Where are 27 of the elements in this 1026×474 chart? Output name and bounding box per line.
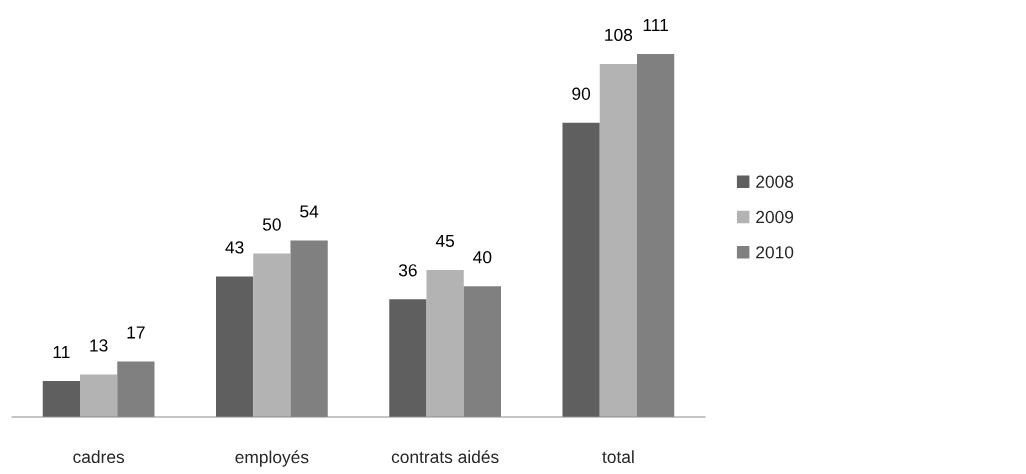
data-label: 45 bbox=[435, 234, 455, 248]
bar bbox=[426, 269, 464, 417]
bar bbox=[562, 122, 600, 417]
data-label: 13 bbox=[90, 339, 108, 352]
data-label: 43 bbox=[225, 241, 244, 254]
data-label: 108 bbox=[605, 28, 633, 42]
legend-label: 2008 bbox=[756, 175, 794, 188]
data-label: 17 bbox=[127, 326, 145, 339]
data-label: 50 bbox=[262, 218, 281, 231]
data-label: 11 bbox=[53, 346, 70, 358]
x-tick-label: employés bbox=[235, 450, 309, 467]
data-label: 40 bbox=[473, 251, 492, 264]
data-label: 54 bbox=[300, 205, 319, 218]
bar bbox=[253, 253, 291, 417]
legend-label: 2010 bbox=[756, 246, 794, 259]
bar bbox=[216, 276, 254, 417]
x-tick-label: total bbox=[602, 450, 634, 464]
data-label: 36 bbox=[398, 264, 417, 277]
legend-label: 2009 bbox=[756, 210, 794, 224]
x-tick-label: cadres bbox=[73, 450, 125, 464]
bar bbox=[42, 381, 80, 417]
bar bbox=[80, 374, 118, 417]
x-tick-label: contrats aidés bbox=[391, 450, 499, 464]
bar bbox=[389, 299, 427, 417]
data-label: 111 bbox=[643, 19, 668, 32]
bar bbox=[599, 63, 637, 417]
data-label: 90 bbox=[572, 87, 591, 100]
